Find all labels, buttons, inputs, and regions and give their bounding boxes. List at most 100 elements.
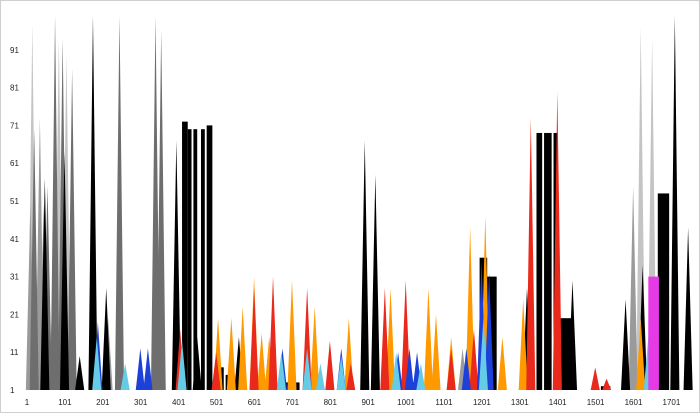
series-5-spike-10 (469, 329, 479, 390)
series-4-spike-11 (431, 314, 441, 390)
series-7-spike-2 (177, 340, 187, 390)
series-3-spike-10 (370, 174, 380, 390)
series-7-spike-3 (276, 352, 286, 390)
series-6-spike-2 (143, 348, 153, 390)
series-5-spike-4 (302, 287, 312, 390)
x-tick-label: 201 (96, 398, 110, 407)
y-tick-label: 11 (10, 348, 19, 357)
series-7-spike-4 (302, 348, 312, 390)
x-tick-label: 1601 (625, 398, 643, 407)
series-3-block-12 (536, 132, 543, 390)
y-tick-label: 71 (10, 121, 19, 130)
series-5-spike-7 (380, 287, 390, 390)
series-4-spike-17 (636, 318, 646, 390)
series-5-spike-11 (526, 117, 536, 390)
x-tick-label: 1501 (587, 398, 605, 407)
chart-marks (25, 15, 693, 391)
series-3-spike-3 (88, 15, 98, 391)
series-4-spike-6 (287, 280, 297, 390)
series-5-spike-1 (211, 352, 221, 390)
series-7-spike-0 (92, 337, 102, 390)
series-7-spike-5 (315, 363, 325, 390)
series-5-spike-14 (602, 378, 612, 390)
x-tick-label: 401 (172, 398, 186, 407)
series-3-block-2 (193, 129, 198, 390)
series-4-spike-10 (423, 287, 433, 390)
x-tick-label: 801 (324, 398, 338, 407)
series-4-spike-13 (465, 227, 475, 390)
series-7-spike-8 (416, 363, 426, 390)
series-3-spike-15 (670, 15, 680, 391)
y-tick-label: 31 (10, 273, 19, 282)
series-7-spike-9 (478, 318, 488, 390)
x-tick-label: 1201 (473, 398, 491, 407)
series-5-spike-3 (268, 276, 278, 390)
series-2-spike-2 (50, 15, 60, 391)
series-3 (40, 15, 693, 391)
series-5 (175, 91, 612, 390)
series-3-block-3 (200, 129, 205, 390)
series-3-block-0 (182, 121, 188, 391)
series-8-block-0 (648, 276, 659, 390)
x-tick-label: 701 (286, 398, 300, 407)
series-3-block-17 (657, 193, 670, 390)
series-7-spike-7 (391, 352, 401, 390)
series-6-spike-11 (484, 272, 494, 390)
series-3-block-13 (544, 132, 552, 390)
series-3-block-15 (559, 318, 573, 390)
series-3-spike-13 (621, 299, 631, 390)
series-2 (29, 15, 166, 391)
y-tick-label: 81 (10, 84, 19, 93)
series-3-spike-9 (360, 140, 370, 390)
y-tick-label: 51 (10, 197, 19, 206)
x-tick-label: 1001 (397, 398, 415, 407)
series-5-spike-6 (346, 363, 356, 390)
series-3-spike-2 (75, 355, 85, 390)
series-3-block-4 (206, 125, 213, 391)
x-tick-label: 901 (361, 398, 375, 407)
y-tick-label: 1 (10, 386, 15, 395)
series-7-spike-6 (336, 355, 346, 390)
series-4-spike-15 (497, 337, 507, 390)
series-5-spike-9 (446, 348, 456, 390)
series-2-spike-4 (67, 68, 77, 390)
x-tick-label: 601 (248, 398, 262, 407)
y-tick-label: 91 (10, 46, 19, 55)
series-6-spike-7 (404, 348, 415, 390)
x-tick-label: 1301 (511, 398, 529, 407)
series-4-spike-16 (518, 299, 528, 390)
series-4-spike-1 (226, 318, 236, 390)
series-5-spike-2 (249, 287, 259, 390)
series-3-block-11 (487, 276, 497, 390)
y-tick-label: 41 (10, 235, 19, 244)
series-5-spike-13 (590, 367, 600, 390)
series-2-spike-7 (150, 15, 161, 391)
series-2-spike-0 (29, 129, 39, 390)
series-3-spike-1 (59, 151, 70, 390)
y-tick-label: 21 (10, 310, 19, 319)
series-1-spike-7 (628, 185, 638, 390)
x-tick-label: 1401 (549, 398, 567, 407)
series-5-spike-12 (552, 91, 562, 390)
x-axis-ticks: 1 101 201 301 401 501 601 701 801 901 1001 1101 1201… (25, 398, 681, 407)
series-3-block-1 (187, 129, 192, 390)
series-2-spike-5 (114, 15, 125, 391)
series-4-spike-4 (257, 333, 267, 390)
series-4-spike-2 (238, 306, 248, 390)
series-6-spike-9 (461, 348, 471, 390)
series-3-spike-0 (40, 178, 50, 390)
series-7-spike-1 (120, 363, 130, 390)
series-5-spike-5 (325, 340, 335, 390)
series-2-spike-8 (156, 30, 166, 391)
series-4-spike-9 (385, 287, 396, 390)
series-6-spike-1 (135, 348, 145, 390)
series-4-spike-7 (310, 306, 320, 390)
x-tick-label: 1101 (435, 398, 453, 407)
series-8 (648, 276, 659, 390)
x-tick-label: 501 (210, 398, 224, 407)
series-3-spike-5 (171, 140, 181, 390)
x-tick-label: 301 (134, 398, 148, 407)
x-tick-label: 1 (25, 398, 30, 407)
y-tick-label: 61 (10, 159, 19, 168)
